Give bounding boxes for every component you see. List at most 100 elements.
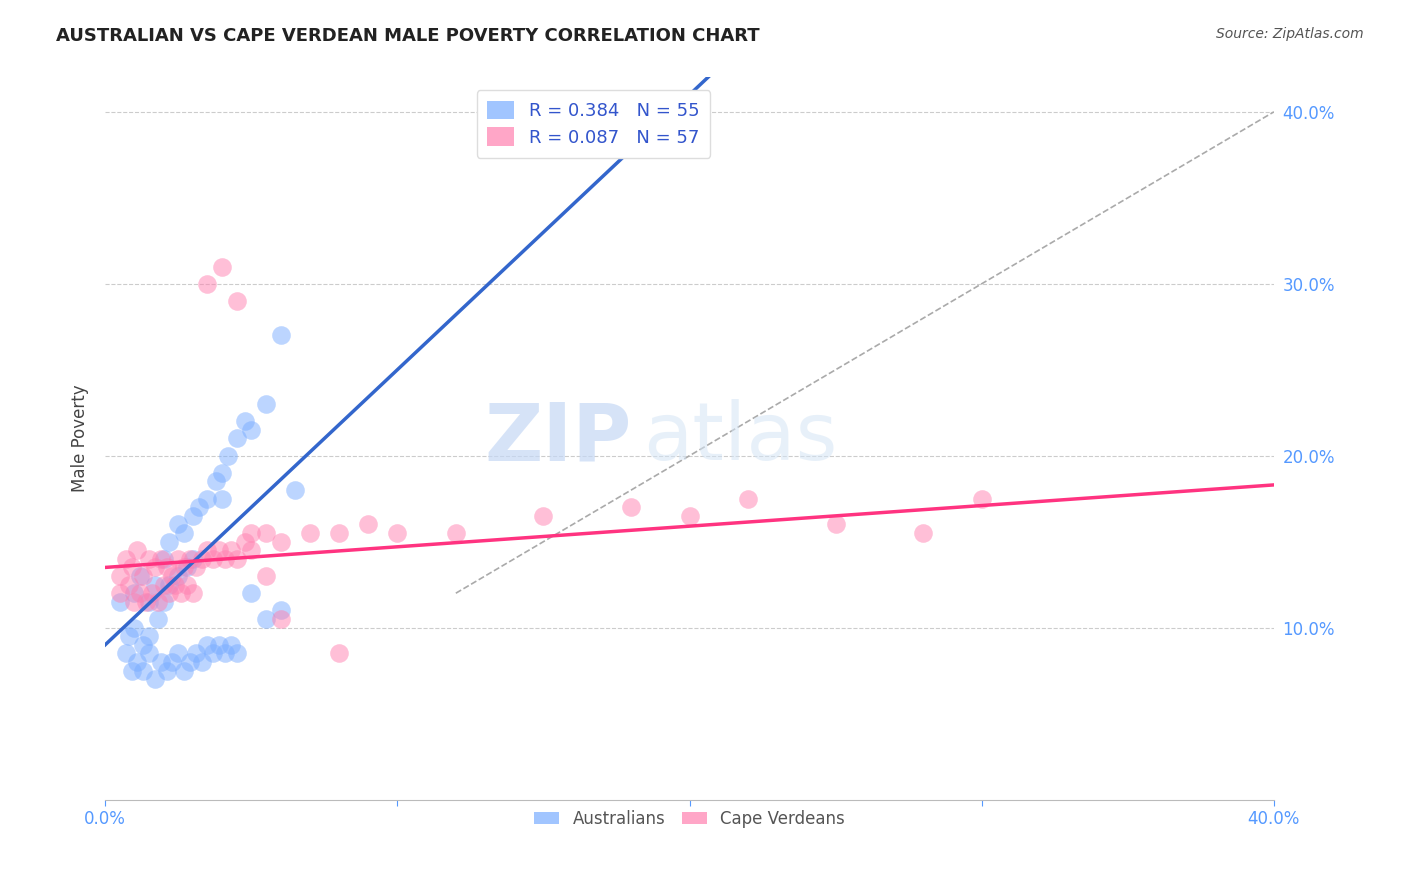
Point (912, 526, 935, 541)
Point (208, 638, 231, 652)
Point (155, 664, 177, 678)
Point (208, 543, 231, 558)
Point (444, 526, 467, 541)
Point (225, 646, 247, 660)
Point (184, 646, 207, 660)
Point (173, 560, 195, 574)
Point (167, 569, 190, 583)
Point (219, 543, 242, 558)
Point (121, 664, 143, 678)
Point (124, 621, 146, 635)
Point (184, 560, 207, 574)
Point (620, 500, 643, 515)
Legend: Australians, Cape Verdeans: Australians, Cape Verdeans (527, 803, 852, 835)
Point (127, 655, 149, 669)
Point (108, 569, 131, 583)
Point (235, 414, 257, 428)
Point (357, 517, 380, 532)
Point (138, 629, 160, 643)
Point (176, 560, 198, 574)
Point (270, 534, 292, 549)
Y-axis label: Male Poverty: Male Poverty (72, 384, 89, 492)
Point (167, 646, 190, 660)
Point (167, 517, 190, 532)
Point (179, 551, 201, 566)
Point (235, 534, 257, 549)
Point (197, 543, 219, 558)
Point (167, 551, 190, 566)
Point (176, 577, 198, 591)
Point (240, 526, 263, 541)
Point (165, 577, 187, 591)
Point (114, 646, 136, 660)
Point (143, 560, 166, 574)
Point (197, 277, 219, 291)
Point (181, 551, 204, 566)
Point (202, 551, 225, 566)
Point (197, 638, 219, 652)
Point (225, 551, 247, 566)
Point (217, 449, 239, 463)
Point (117, 577, 139, 591)
Point (298, 526, 321, 541)
Point (328, 646, 350, 660)
Point (225, 293, 247, 308)
Point (270, 612, 292, 626)
Point (132, 569, 155, 583)
Point (824, 517, 846, 532)
Point (146, 595, 169, 609)
Point (211, 491, 233, 506)
Point (152, 595, 174, 609)
Point (678, 508, 700, 523)
Point (240, 586, 263, 600)
Point (737, 491, 759, 506)
Point (146, 612, 169, 626)
Point (181, 508, 204, 523)
Point (270, 328, 292, 343)
Text: atlas: atlas (643, 400, 837, 477)
Point (328, 526, 350, 541)
Point (143, 672, 166, 686)
Point (197, 491, 219, 506)
Point (205, 475, 228, 489)
Text: AUSTRALIAN VS CAPE VERDEAN MALE POVERTY CORRELATION CHART: AUSTRALIAN VS CAPE VERDEAN MALE POVERTY … (56, 27, 759, 45)
Point (108, 586, 131, 600)
Point (117, 629, 139, 643)
Point (970, 491, 993, 506)
Point (114, 551, 136, 566)
Point (141, 586, 163, 600)
Point (214, 646, 236, 660)
Point (138, 646, 160, 660)
Point (211, 466, 233, 480)
Point (254, 612, 277, 626)
Point (162, 655, 184, 669)
Point (132, 664, 155, 678)
Point (129, 586, 152, 600)
Point (240, 543, 263, 558)
Point (187, 500, 209, 515)
Point (179, 655, 201, 669)
Point (219, 638, 242, 652)
Point (254, 397, 277, 411)
Point (129, 569, 152, 583)
Point (225, 432, 247, 446)
Point (240, 423, 263, 437)
Point (181, 586, 204, 600)
Point (124, 595, 146, 609)
Point (152, 551, 174, 566)
Point (533, 508, 555, 523)
Point (173, 526, 195, 541)
Point (254, 569, 277, 583)
Point (270, 603, 292, 617)
Point (149, 551, 172, 566)
Point (149, 655, 172, 669)
Point (162, 569, 184, 583)
Point (170, 586, 193, 600)
Point (202, 646, 225, 660)
Point (284, 483, 307, 497)
Point (173, 664, 195, 678)
Point (190, 551, 212, 566)
Point (214, 551, 236, 566)
Text: Source: ZipAtlas.com: Source: ZipAtlas.com (1216, 27, 1364, 41)
Point (155, 560, 177, 574)
